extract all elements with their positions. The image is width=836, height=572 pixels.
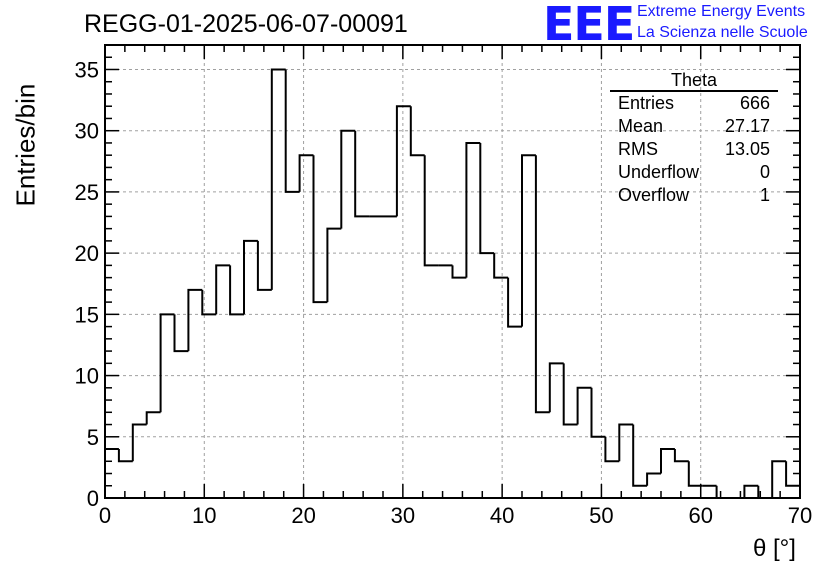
stats-title: Theta [610,70,778,92]
stats-value: 0 [759,162,770,182]
stats-row-overflow: Overflow 1 [610,184,778,207]
histogram-bin [562,363,578,426]
x-tick-label: 60 [688,503,712,528]
histogram-bin [743,484,759,498]
logo-line-2: La Scienza nelle Scuole [637,24,808,41]
histogram-bin [159,313,175,413]
stats-label: Underflow [618,162,700,182]
eee-logo: EEE [543,0,635,51]
plot-frame [104,44,801,499]
x-tick-label: 50 [589,503,613,528]
histogram-bin [673,449,689,463]
histogram-bin [771,460,787,498]
y-tick-label: 30 [75,119,99,144]
histogram-bin [521,154,536,327]
histogram-bin [173,314,189,353]
x-tick-label: 40 [490,503,514,528]
histogram-bin [534,155,550,414]
histogram-bin [354,130,370,218]
histogram-bin [590,387,606,438]
histogram-bin [409,106,425,157]
grid-lines [105,45,800,498]
stats-value: 13.05 [724,139,770,159]
histogram-bin [326,227,342,303]
histogram-bin [284,69,300,193]
histogram-bin [256,240,272,291]
stats-row-entries: Entries 666 [610,92,778,115]
histogram-bin [493,253,509,279]
histogram-bin [243,239,258,315]
histogram-bin [187,288,203,352]
x-tick-label: 70 [788,503,812,528]
histogram-bin [451,265,467,279]
y-tick-label: 35 [75,57,99,82]
histogram-bin [423,155,439,267]
y-tick-label: 0 [87,486,99,511]
y-tick-label: 5 [87,425,99,450]
histogram-bin [715,485,731,499]
histogram-bin [145,411,161,425]
histogram-bin [785,461,801,498]
stats-label: Entries [618,93,675,113]
x-tick-label: 10 [192,503,216,528]
histogram-bin [298,154,314,192]
histogram-bin [395,105,411,217]
histogram-bin [660,448,675,474]
stats-value: 27.17 [724,116,770,136]
x-axis-label: θ [°] [753,535,796,562]
histogram-bin [479,142,495,255]
stats-row-mean: Mean 27.17 [610,115,778,138]
histogram-bin [646,472,661,486]
stats-box: Theta Entries 666 Mean 27.17 RMS 13.05 U… [610,70,778,207]
histogram-bin [576,386,592,425]
stats-label: Overflow [618,185,690,205]
histogram-bin [229,265,244,316]
histogram-bin [340,129,356,229]
logo-line-1: Extreme Energy Events [637,3,806,20]
y-tick-label: 20 [75,241,99,266]
x-tick-label: 30 [391,503,415,528]
x-tick-label: 0 [99,503,111,528]
histogram-bin [131,423,147,462]
histogram-bin [604,436,620,463]
histogram-bin [618,423,634,462]
x-tick-label: 20 [291,503,315,528]
histogram-bin [632,424,648,487]
histogram-bin [201,289,217,316]
axis-ticks [104,44,801,499]
stats-value: 1 [759,185,770,205]
stats-label: Mean [618,116,664,136]
histogram-bin [687,461,703,487]
histogram-bin [465,141,481,278]
stats-value: 666 [739,93,770,113]
y-tick-label: 25 [75,180,99,205]
stats-row-rms: RMS 13.05 [610,138,778,161]
histogram-bin [507,277,522,328]
histogram-bin [270,68,286,290]
y-tick-label: 15 [75,302,99,327]
chart-title: REGG-01-2025-06-07-00091 [84,10,408,38]
histogram-bin [215,264,231,315]
histogram-bin [312,155,328,304]
y-tick-label: 10 [75,364,99,389]
stats-label: RMS [618,139,658,159]
histogram-bin [117,449,133,463]
stats-row-underflow: Underflow 0 [610,161,778,184]
histogram-bin [548,362,564,413]
